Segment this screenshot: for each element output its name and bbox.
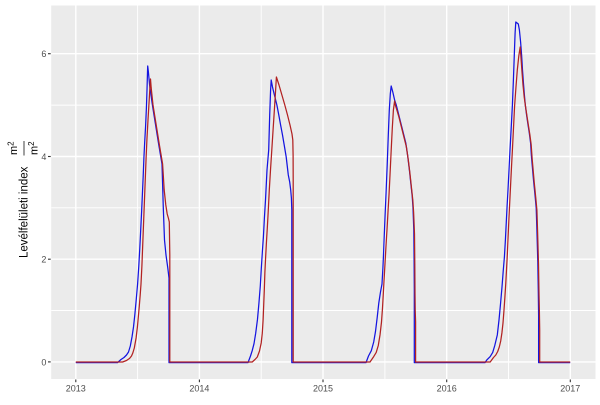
svg-text:2014: 2014 bbox=[189, 384, 209, 394]
svg-text:4: 4 bbox=[41, 152, 46, 162]
svg-text:6: 6 bbox=[41, 49, 46, 59]
svg-text:2013: 2013 bbox=[66, 384, 86, 394]
svg-text:0: 0 bbox=[41, 357, 46, 367]
svg-text:2017: 2017 bbox=[560, 384, 580, 394]
svg-text:Levélfelületi index: Levélfelületi index bbox=[18, 166, 30, 258]
svg-text:2016: 2016 bbox=[437, 384, 457, 394]
svg-text:2015: 2015 bbox=[313, 384, 333, 394]
svg-text:2: 2 bbox=[41, 255, 46, 265]
